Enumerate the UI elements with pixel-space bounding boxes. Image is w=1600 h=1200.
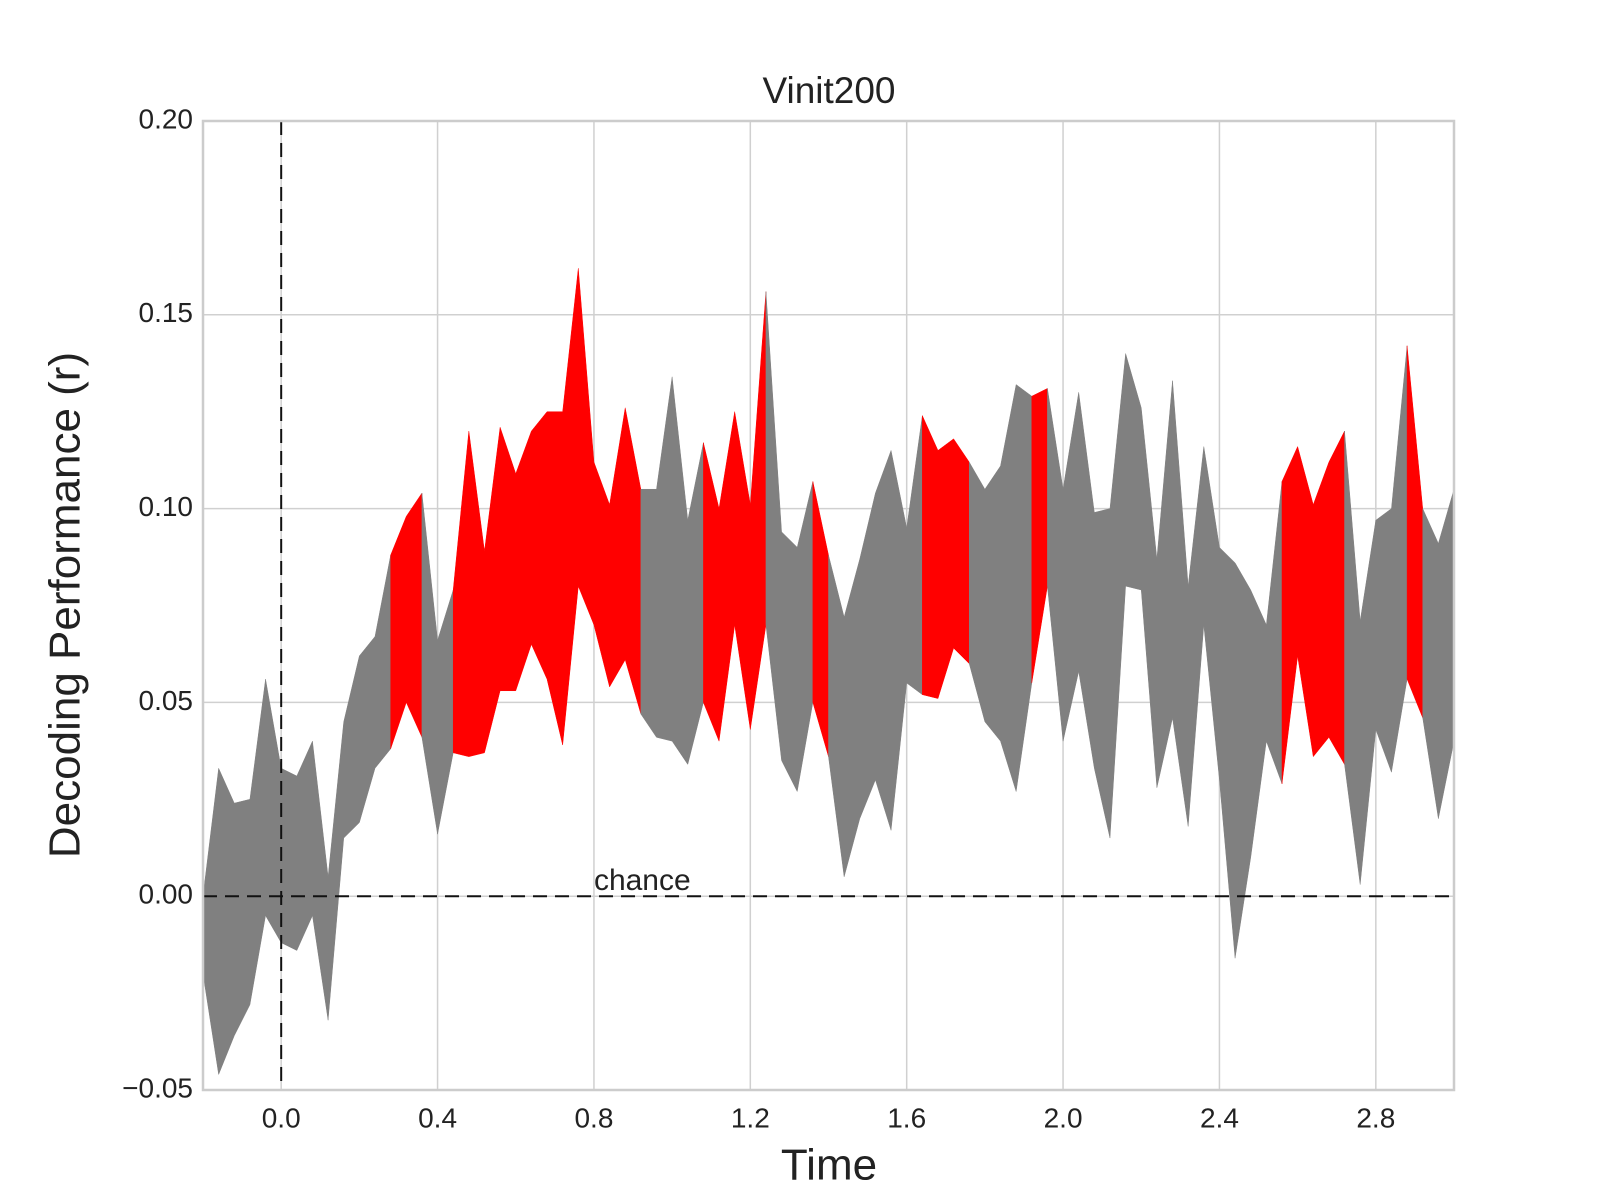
y-axis-label: Decoding Performance (r) bbox=[41, 352, 90, 858]
band bbox=[765, 291, 814, 793]
chart-title: Vinit200 bbox=[762, 70, 895, 111]
x-tick-label: 0.4 bbox=[418, 1102, 457, 1133]
y-tick-label: 0.20 bbox=[139, 103, 194, 134]
y-tick-label: 0.10 bbox=[139, 491, 194, 522]
x-tick-label: 2.8 bbox=[1356, 1102, 1395, 1133]
band bbox=[640, 376, 704, 766]
band bbox=[968, 384, 1033, 792]
significant-band bbox=[452, 268, 642, 757]
significant-band bbox=[390, 492, 423, 749]
x-tick-label: 0.8 bbox=[574, 1102, 613, 1133]
y-tick-label: 0.15 bbox=[139, 297, 194, 328]
x-axis-label: Time bbox=[781, 1141, 877, 1190]
band bbox=[202, 555, 391, 1076]
significant-band bbox=[703, 291, 767, 743]
significant-band bbox=[922, 415, 970, 699]
x-tick-label: 2.4 bbox=[1200, 1102, 1239, 1133]
x-tick-label: 0.0 bbox=[262, 1102, 301, 1133]
chance-label: chance bbox=[594, 864, 691, 897]
band bbox=[1422, 489, 1455, 819]
x-tick-label: 1.2 bbox=[731, 1102, 770, 1133]
plot-frame bbox=[201, 119, 1456, 1092]
y-tick-label: 0.00 bbox=[139, 879, 194, 910]
x-tick-label: 2.0 bbox=[1044, 1102, 1083, 1133]
significant-band bbox=[1406, 345, 1423, 718]
y-tick-label: 0.05 bbox=[139, 685, 194, 716]
band bbox=[1047, 353, 1283, 959]
y-tick-label: −0.05 bbox=[122, 1072, 193, 1103]
band bbox=[828, 415, 923, 877]
significant-band bbox=[1281, 430, 1345, 784]
significant-band bbox=[812, 481, 829, 757]
significant-band bbox=[1031, 388, 1048, 684]
x-tick-label: 1.6 bbox=[887, 1102, 926, 1133]
